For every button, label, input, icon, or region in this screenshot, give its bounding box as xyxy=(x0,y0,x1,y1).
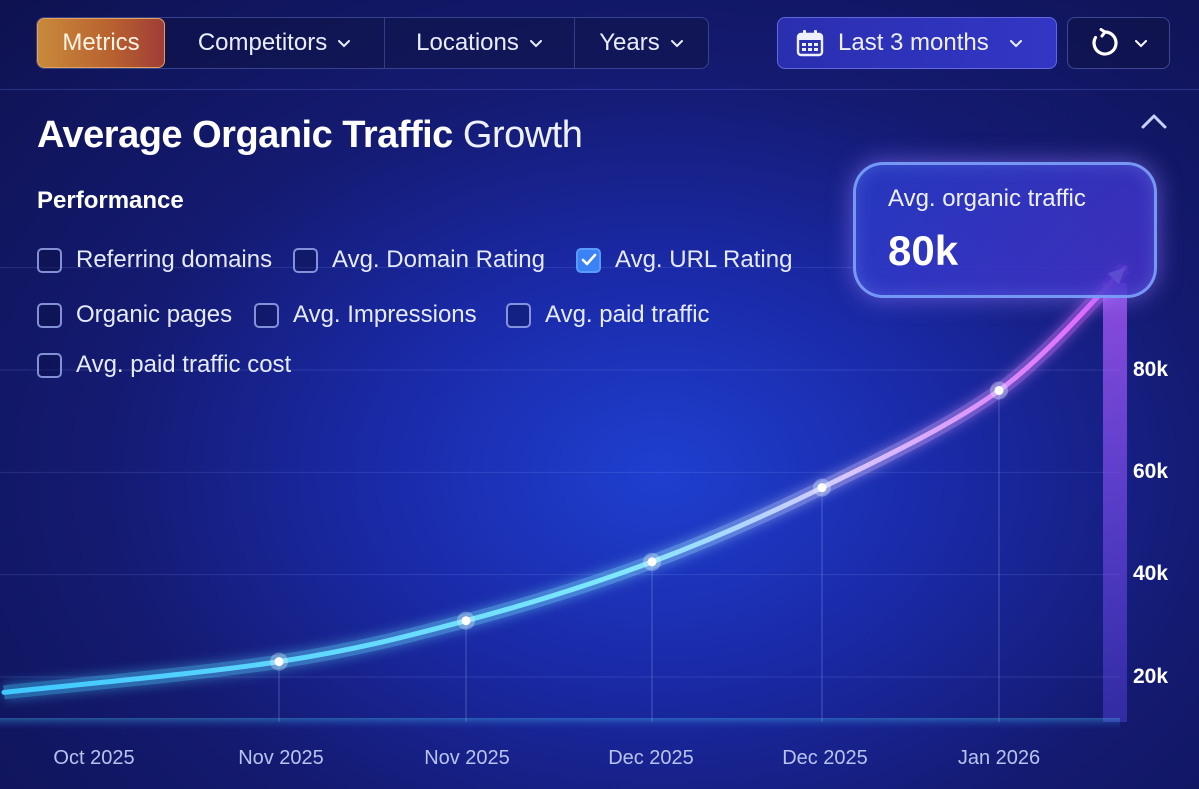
toolbar: Metrics Competitors Locations Years Last… xyxy=(0,0,1199,90)
series-line xyxy=(1,265,1128,695)
checkbox-label: Referring domains xyxy=(76,246,273,273)
y-tick-label: 80k xyxy=(1133,358,1169,381)
data-point xyxy=(647,557,657,567)
data-point xyxy=(274,657,284,667)
data-point-halo xyxy=(990,381,1008,400)
tab-years-label: Years xyxy=(599,29,660,56)
y-tick-label: 60k xyxy=(1133,460,1169,483)
checkbox-box[interactable] xyxy=(37,352,62,378)
checkbox-box[interactable] xyxy=(506,302,531,328)
x-tick-label: Oct 2025 xyxy=(53,747,135,769)
checkbox-avg-url-rating[interactable]: Avg. URL Rating xyxy=(576,246,792,274)
baseline-glow xyxy=(0,718,1120,730)
data-point xyxy=(994,385,1004,395)
chevron-down-icon xyxy=(529,40,542,48)
checkmark-icon xyxy=(581,253,596,266)
chevron-down-icon xyxy=(1009,40,1022,48)
series-line-glow xyxy=(3,262,1130,700)
highlight-area xyxy=(1103,283,1127,722)
value-tooltip: Avg. organic traffic 80k xyxy=(853,162,1157,298)
refresh-icon xyxy=(1091,28,1118,56)
data-point-halo xyxy=(457,611,475,630)
date-range-label: Last 3 months xyxy=(838,29,989,56)
filter-tabs: Metrics Competitors Locations Years xyxy=(36,17,709,69)
checkbox-box[interactable] xyxy=(254,302,279,328)
data-point xyxy=(461,616,471,626)
tab-competitors[interactable]: Competitors xyxy=(165,18,385,68)
chevron-down-icon xyxy=(1134,40,1147,48)
tab-years[interactable]: Years xyxy=(575,18,708,68)
tab-metrics-label: Metrics xyxy=(62,29,140,56)
tab-competitors-label: Competitors xyxy=(197,29,328,56)
checkbox-avg-paid-traffic[interactable]: Avg. paid traffic xyxy=(506,301,710,329)
tooltip-value: 80k xyxy=(888,227,959,274)
data-point xyxy=(817,483,827,493)
x-tick-label: Dec 2025 xyxy=(608,747,694,769)
checkbox-label: Avg. Domain Rating xyxy=(332,246,545,273)
x-tick-label: Nov 2025 xyxy=(424,747,510,769)
checkbox-organic-pages[interactable]: Organic pages xyxy=(37,301,232,329)
data-point-halo xyxy=(643,552,661,571)
x-tick-label: Dec 2025 xyxy=(782,747,868,769)
page-title: Average Organic Traffic Growth xyxy=(37,114,583,157)
checkbox-box[interactable] xyxy=(37,247,62,273)
date-range-button[interactable]: Last 3 months xyxy=(777,17,1057,69)
chevron-up-icon[interactable] xyxy=(1138,108,1170,136)
checkbox-label: Avg. URL Rating xyxy=(615,246,793,273)
y-tick-label: 20k xyxy=(1133,665,1169,688)
performance-label: Performance xyxy=(37,187,184,214)
tooltip-label: Avg. organic traffic xyxy=(888,185,1086,212)
calendar-icon xyxy=(796,30,824,57)
data-point-halo xyxy=(813,478,831,497)
title-bold: Average Organic Traffic xyxy=(37,114,453,156)
y-tick-label: 40k xyxy=(1133,562,1169,585)
data-point-halo xyxy=(270,652,288,671)
chevron-down-icon xyxy=(670,40,683,48)
checkbox-referring-domains[interactable]: Referring domains xyxy=(37,246,272,274)
checkbox-box[interactable] xyxy=(576,247,601,273)
checkbox-avg-impressions[interactable]: Avg. Impressions xyxy=(254,301,477,329)
refresh-button[interactable] xyxy=(1067,17,1170,69)
checkbox-label: Avg. paid traffic xyxy=(545,301,710,328)
checkbox-label: Avg. Impressions xyxy=(293,301,477,328)
title-rest: Growth xyxy=(462,114,583,156)
checkbox-box[interactable] xyxy=(293,247,318,273)
tab-locations[interactable]: Locations xyxy=(385,18,575,68)
checkbox-box[interactable] xyxy=(37,302,62,328)
checkbox-avg-paid-traffic-cost[interactable]: Avg. paid traffic cost xyxy=(37,351,291,379)
tab-metrics[interactable]: Metrics xyxy=(37,18,165,68)
x-tick-label: Jan 2026 xyxy=(957,747,1041,769)
checkbox-label: Organic pages xyxy=(76,301,233,328)
x-tick-label: Nov 2025 xyxy=(238,747,324,769)
checkbox-avg-domain-rating[interactable]: Avg. Domain Rating xyxy=(293,246,545,274)
tab-locations-label: Locations xyxy=(416,29,519,56)
chevron-down-icon xyxy=(338,40,351,48)
checkbox-label: Avg. paid traffic cost xyxy=(76,351,292,378)
